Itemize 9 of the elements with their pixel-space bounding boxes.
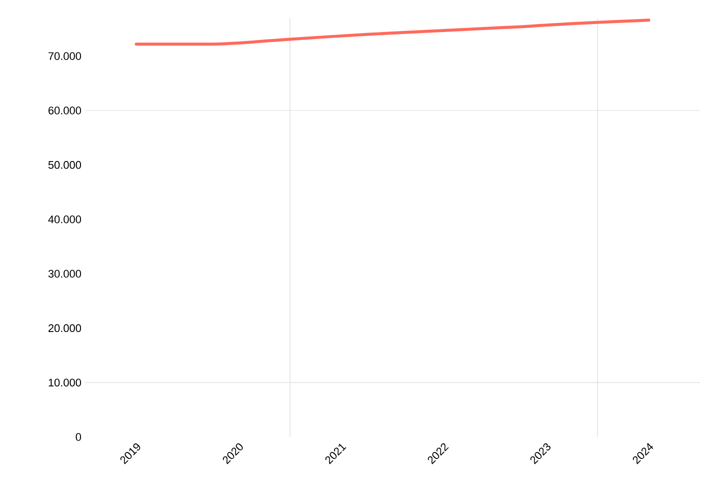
y-tick-label: 60.000 (48, 106, 82, 114)
y-tick-label: 50.000 (48, 161, 82, 169)
y-tick-label: 10.000 (48, 378, 82, 386)
y-tick-label: 40.000 (48, 215, 82, 224)
line-series (134, 18, 650, 46)
y-tick-label: 70.000 (48, 52, 82, 60)
y-tick-label: 20.000 (48, 324, 82, 332)
y-tick-label: 30.000 (48, 270, 82, 278)
y-tick-label: 0 (76, 433, 82, 441)
